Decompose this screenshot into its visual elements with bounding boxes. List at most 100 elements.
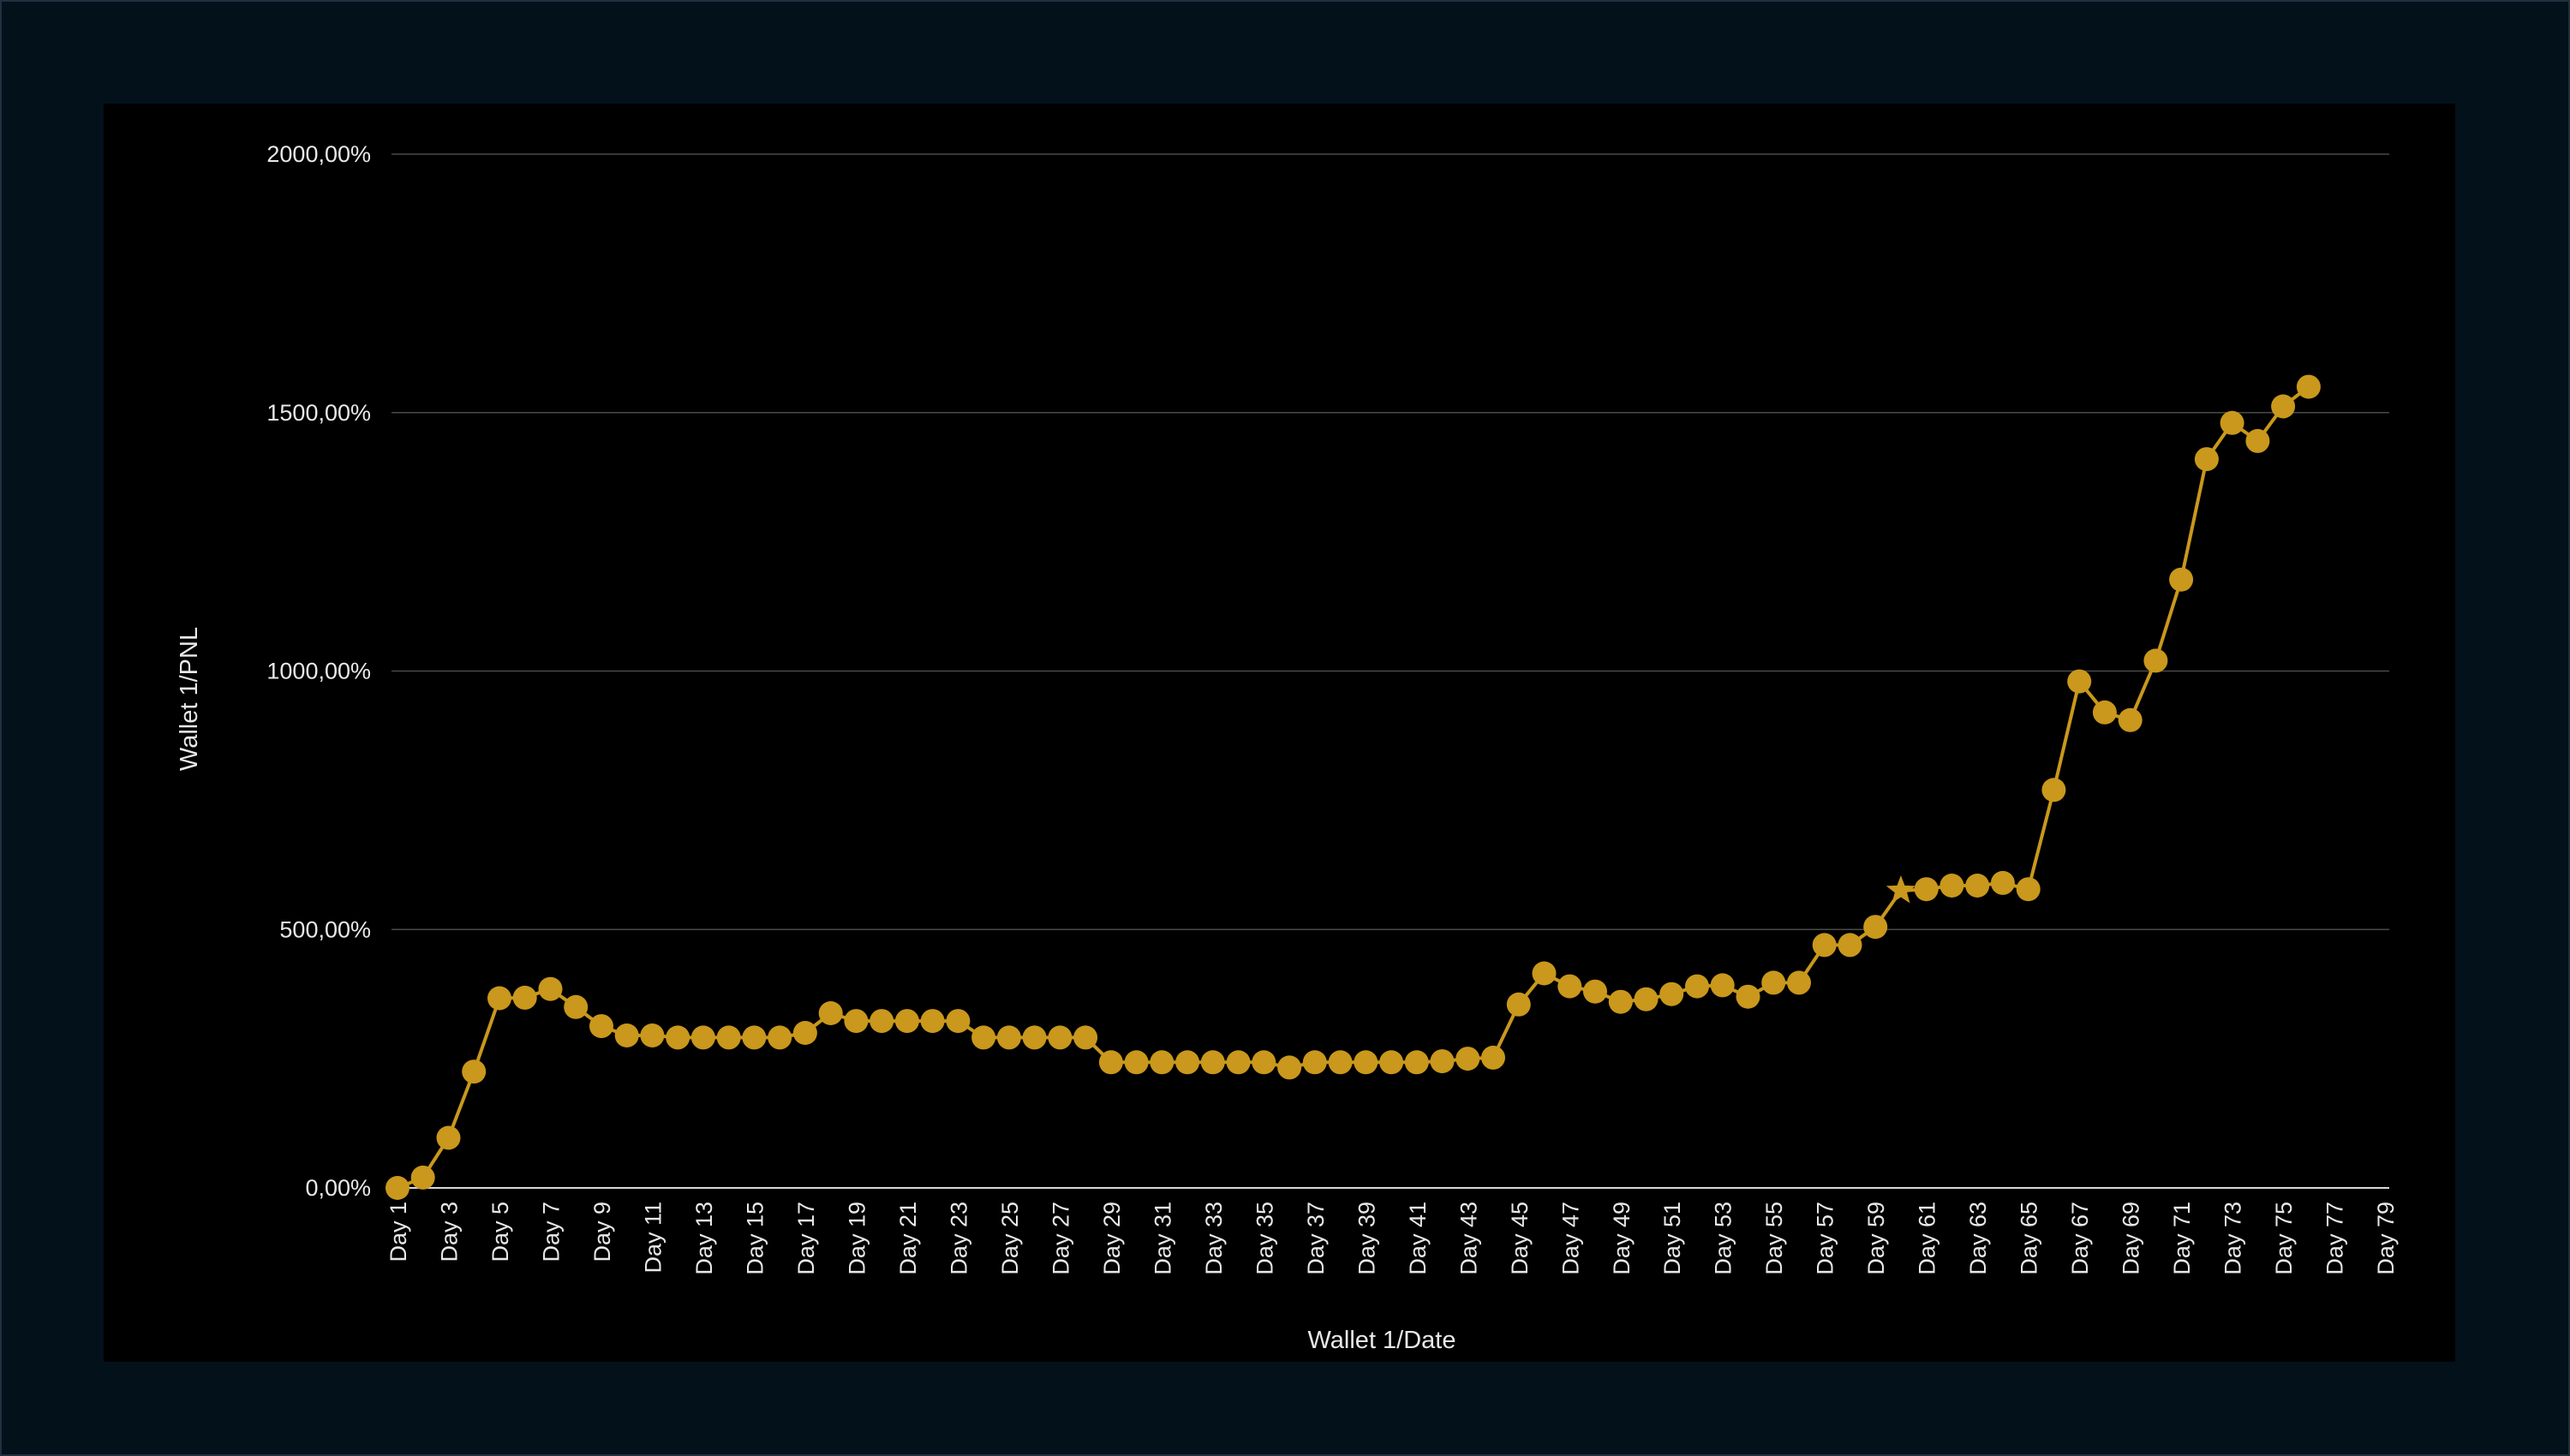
x-tick-label: Day 31 xyxy=(1150,1202,1175,1275)
x-tick-label: Day 39 xyxy=(1354,1202,1379,1275)
data-point xyxy=(1761,970,1786,995)
x-tick-label: Day 41 xyxy=(1405,1202,1431,1275)
data-point xyxy=(818,1001,843,1025)
data-point xyxy=(742,1025,767,1050)
x-tick-label: Day 77 xyxy=(2322,1202,2348,1275)
data-point xyxy=(614,1023,639,1047)
data-point xyxy=(640,1023,665,1047)
data-point xyxy=(666,1025,690,1050)
x-axis-tick-labels: Day 1 Day 3 Day 5 Day 7 Day 9 Day 11 Day 13 Day… xyxy=(386,1202,2399,1275)
data-point xyxy=(2194,447,2219,472)
x-tick-label: Day 17 xyxy=(793,1202,819,1275)
data-point xyxy=(971,1025,996,1050)
x-tick-label: Day 45 xyxy=(1507,1202,1533,1275)
data-point xyxy=(1838,933,1862,958)
data-point xyxy=(1302,1050,1327,1075)
data-point xyxy=(487,986,511,1011)
series-line xyxy=(397,385,2310,1190)
y-axis-title: Wallet 1/PNL xyxy=(176,627,203,771)
data-point xyxy=(1965,874,1990,898)
x-tick-label: Day 71 xyxy=(2169,1202,2195,1275)
x-tick-label: Day 15 xyxy=(742,1202,768,1275)
data-point xyxy=(1634,987,1659,1011)
data-point xyxy=(1328,1050,1353,1075)
data-point xyxy=(2169,567,2194,592)
data-point xyxy=(2016,877,2041,902)
line-chart: 0,00% 500,00% 1000,00% 1500,00% 2000,00% Day… xyxy=(176,141,2399,1354)
series-layer xyxy=(386,374,2321,1200)
x-tick-label: Day 3 xyxy=(436,1202,462,1262)
data-point xyxy=(1710,973,1735,998)
data-point xyxy=(1787,970,1811,995)
y-tick-label: 1000,00% xyxy=(266,659,371,684)
x-tick-label: Day 33 xyxy=(1201,1202,1227,1275)
x-tick-label: Day 13 xyxy=(691,1202,717,1275)
x-tick-label: Day 79 xyxy=(2373,1202,2399,1275)
data-point xyxy=(996,1025,1021,1050)
data-point xyxy=(1252,1050,1276,1075)
data-point xyxy=(894,1009,919,1034)
x-tick-label: Day 29 xyxy=(1099,1202,1125,1275)
data-point xyxy=(436,1125,461,1150)
data-point xyxy=(589,1014,613,1039)
data-point xyxy=(1914,877,1939,902)
x-tick-label: Day 27 xyxy=(1048,1202,1073,1275)
data-point xyxy=(564,994,589,1019)
x-tick-label: Day 37 xyxy=(1303,1202,1329,1275)
x-tick-label: Day 25 xyxy=(997,1202,1023,1275)
x-tick-label: Day 65 xyxy=(2017,1202,2042,1275)
x-tick-label: Day 11 xyxy=(640,1202,666,1274)
x-tick-label: Day 51 xyxy=(1659,1202,1685,1275)
chart-panel: 0,00% 500,00% 1000,00% 1500,00% 2000,00% Day… xyxy=(104,104,2455,1362)
data-point xyxy=(1736,984,1760,1009)
x-tick-label: Day 57 xyxy=(1813,1202,1838,1275)
data-point xyxy=(844,1009,869,1034)
data-point xyxy=(1354,1050,1378,1075)
data-point xyxy=(1200,1050,1225,1075)
data-point xyxy=(1812,933,1837,958)
data-point xyxy=(1150,1050,1174,1075)
data-point xyxy=(1939,874,1964,898)
data-point xyxy=(792,1021,817,1045)
x-tick-label: Day 59 xyxy=(1863,1202,1889,1275)
y-tick-label: 500,00% xyxy=(279,916,371,942)
data-point xyxy=(716,1025,741,1050)
data-point xyxy=(1506,992,1531,1017)
x-tick-label: Day 61 xyxy=(1915,1202,1940,1275)
data-point xyxy=(1455,1047,1480,1071)
x-tick-label: Day 63 xyxy=(1965,1202,1991,1275)
data-point xyxy=(2092,700,2117,725)
data-point xyxy=(462,1059,487,1084)
data-point xyxy=(920,1009,945,1034)
data-point-star xyxy=(1886,875,1916,904)
x-tick-label: Day 23 xyxy=(946,1202,971,1275)
data-point xyxy=(1863,915,1888,940)
data-point xyxy=(1022,1025,1047,1050)
data-point xyxy=(1685,974,1709,999)
x-tick-label: Day 21 xyxy=(895,1202,921,1275)
x-tick-label: Day 75 xyxy=(2271,1202,2297,1275)
x-tick-label: Day 5 xyxy=(487,1202,513,1262)
x-tick-label: Day 9 xyxy=(589,1202,615,1262)
data-point xyxy=(1583,979,1607,1004)
x-tick-label: Day 69 xyxy=(2119,1202,2144,1275)
y-axis-tick-labels: 0,00% 500,00% 1000,00% 1500,00% 2000,00% xyxy=(266,141,371,1201)
data-point xyxy=(410,1165,435,1190)
x-tick-label: Day 53 xyxy=(1711,1202,1736,1275)
y-tick-label: 1500,00% xyxy=(266,400,371,426)
data-point xyxy=(1404,1050,1429,1075)
data-point xyxy=(768,1025,792,1050)
x-tick-label: Day 35 xyxy=(1252,1202,1277,1275)
data-point xyxy=(1277,1055,1302,1080)
data-point xyxy=(1990,870,2015,895)
x-tick-label: Day 47 xyxy=(1557,1202,1583,1275)
data-point xyxy=(2245,428,2270,453)
data-point xyxy=(2067,669,2092,694)
data-point xyxy=(1226,1050,1251,1075)
x-tick-label: Day 19 xyxy=(844,1202,870,1275)
data-point xyxy=(2271,394,2296,419)
y-tick-label: 2000,00% xyxy=(266,141,371,167)
data-point xyxy=(1073,1025,1098,1050)
data-point xyxy=(690,1025,715,1050)
data-point xyxy=(2118,707,2143,732)
